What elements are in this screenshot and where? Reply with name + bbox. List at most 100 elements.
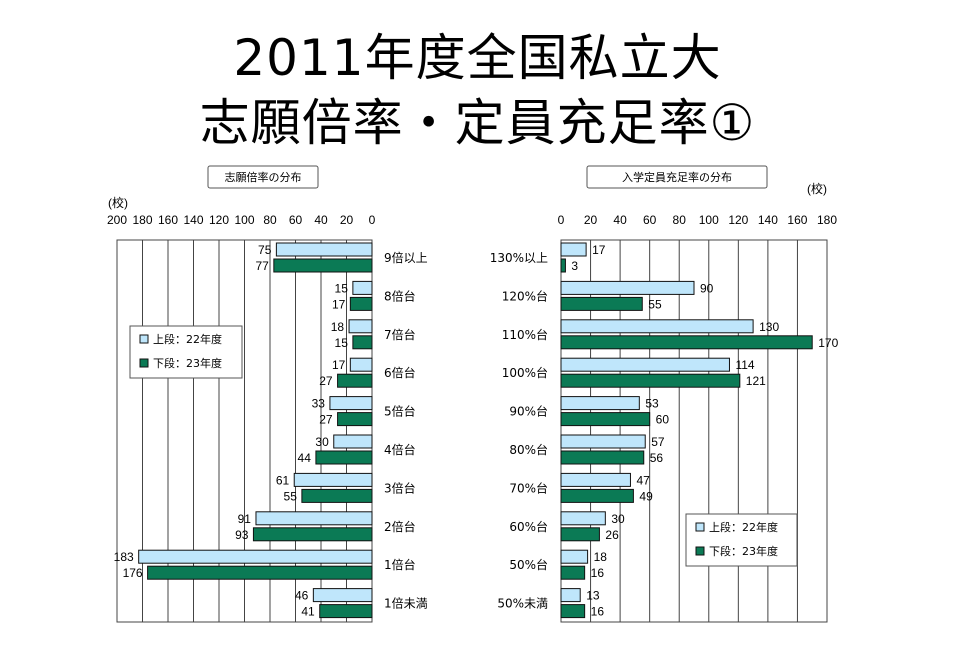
- chart1-bar-22: [329, 396, 373, 411]
- chart1-bar-23: [337, 373, 373, 388]
- chart1-tick-label: 20: [340, 213, 354, 227]
- chart1-legend-swatch: [139, 358, 149, 368]
- chart2-bar-22: [560, 549, 589, 564]
- chart2-value-label: 53: [645, 397, 659, 411]
- chart1-bar-22: [275, 242, 373, 257]
- chart2-bar-22: [560, 319, 754, 334]
- chart1-value-label: 75: [258, 243, 272, 257]
- chart2-tick-label: 120: [728, 213, 748, 227]
- chart2-value-label: 30: [611, 512, 625, 526]
- chart1-category-label: 1倍台: [384, 557, 416, 572]
- chart2-plot-frame: [560, 239, 828, 623]
- chart2-value-label: 121: [746, 374, 766, 388]
- chart1-tick-label: 120: [209, 213, 229, 227]
- chart2-tick-label: 180: [817, 213, 837, 227]
- chart1-category-label: 7倍台: [384, 327, 416, 342]
- chart1-category-label: 6倍台: [384, 365, 416, 380]
- chart1-unit-label: (校): [108, 195, 128, 210]
- chart1-tick-label: 40: [314, 213, 328, 227]
- chart1-category-label: 5倍台: [384, 404, 416, 419]
- chart2-bar-23: [560, 450, 645, 465]
- chart1-bar-23: [301, 488, 373, 503]
- chart2-tick-label: 0: [558, 213, 565, 227]
- chart1-value-label: 15: [335, 281, 349, 295]
- chart2-bar-23: [560, 604, 586, 619]
- chart1-bar-22: [349, 357, 373, 372]
- chart1-tick-label: 100: [234, 213, 254, 227]
- chart1-value-label: 33: [312, 397, 326, 411]
- chart2-bar-22: [560, 511, 606, 526]
- chart1-category-label: 1倍未満: [384, 596, 428, 611]
- chart2-value-label: 130: [759, 320, 779, 334]
- chart2-value-label: 90: [700, 281, 714, 295]
- chart2-value-label: 55: [648, 297, 662, 311]
- chart1-bar-23: [337, 412, 373, 427]
- chart1-value-label: 91: [238, 512, 252, 526]
- chart1-bar-22: [348, 319, 373, 334]
- chart1-value-label: 30: [315, 435, 329, 449]
- chart2-category-label: 50%台: [509, 557, 548, 572]
- chart2-bar-23: [560, 258, 566, 273]
- chart1-value-label: 176: [123, 566, 143, 580]
- chart2-value-label: 16: [591, 566, 605, 580]
- chart2-category-label: 100%台: [502, 365, 548, 380]
- chart2-bar-23: [560, 335, 813, 350]
- chart1-value-label: 61: [276, 473, 290, 487]
- chart1-bar-23: [349, 296, 373, 311]
- chart2-title-box: [586, 165, 768, 189]
- chart2-bar-22: [560, 280, 695, 295]
- chart2-category-label: 70%台: [509, 480, 548, 495]
- chart1-value-label: 183: [114, 550, 134, 564]
- chart1-category-label: 4倍台: [384, 442, 416, 457]
- chart1-bar-22: [333, 434, 373, 449]
- chart1-bar-22: [255, 511, 373, 526]
- chart1-legend-box: [129, 325, 243, 379]
- chart1-bar-22: [352, 280, 373, 295]
- chart1-tick-label: 140: [183, 213, 203, 227]
- chart2-bar-23: [560, 412, 651, 427]
- chart1-value-label: 27: [319, 413, 333, 427]
- chart2-value-label: 13: [586, 589, 600, 603]
- chart1-value-label: 17: [332, 297, 346, 311]
- chart2-bar-22: [560, 396, 640, 411]
- chart2-category-label: 120%台: [502, 288, 548, 303]
- slide-title-line1: 2011年度全国私立大: [233, 29, 722, 87]
- chart2-unit-label: (校): [807, 181, 827, 196]
- chart1-plot-frame: [116, 239, 373, 623]
- chart2-bar-23: [560, 488, 634, 503]
- chart2-tick-label: 20: [584, 213, 598, 227]
- chart1-tick-label: 200: [107, 213, 127, 227]
- chart2-category-label: 110%台: [502, 327, 548, 342]
- chart2-value-label: 16: [591, 605, 605, 619]
- chart1-legend-label: 下段：23年度: [153, 356, 222, 370]
- chart1-category-label: 3倍台: [384, 480, 416, 495]
- chart1-bar-23: [319, 604, 373, 619]
- chart1-bar-23: [352, 335, 373, 350]
- chart2-bar-23: [560, 296, 643, 311]
- chart2-legend-swatch: [695, 546, 705, 556]
- chart2-value-label: 60: [656, 413, 670, 427]
- chart1-value-label: 15: [335, 336, 349, 350]
- chart2-value-label: 3: [571, 259, 578, 273]
- chart2-value-label: 17: [592, 243, 606, 257]
- chart2-category-label: 50%未満: [497, 597, 548, 611]
- chart1-bar-23: [315, 450, 373, 465]
- chart2-bar-22: [560, 588, 581, 603]
- chart1-category-label: 9倍以上: [384, 250, 428, 265]
- chart2-tick-label: 40: [613, 213, 627, 227]
- chart2-bar-22: [560, 357, 730, 372]
- chart2-legend-swatch: [695, 522, 705, 532]
- chart2-tick-label: 160: [787, 213, 807, 227]
- chart1-tick-label: 60: [289, 213, 303, 227]
- chart2-value-label: 114: [735, 358, 754, 372]
- chart1-tick-label: 80: [263, 213, 277, 227]
- chart2-value-label: 26: [605, 528, 619, 542]
- chart1-tick-label: 160: [158, 213, 178, 227]
- chart1-value-label: 27: [319, 374, 333, 388]
- chart2-category-label: 80%台: [509, 442, 548, 457]
- chart1-bar-23: [252, 527, 373, 542]
- chart1-category-label: 8倍台: [384, 288, 416, 303]
- chart1-bar-22: [293, 472, 373, 487]
